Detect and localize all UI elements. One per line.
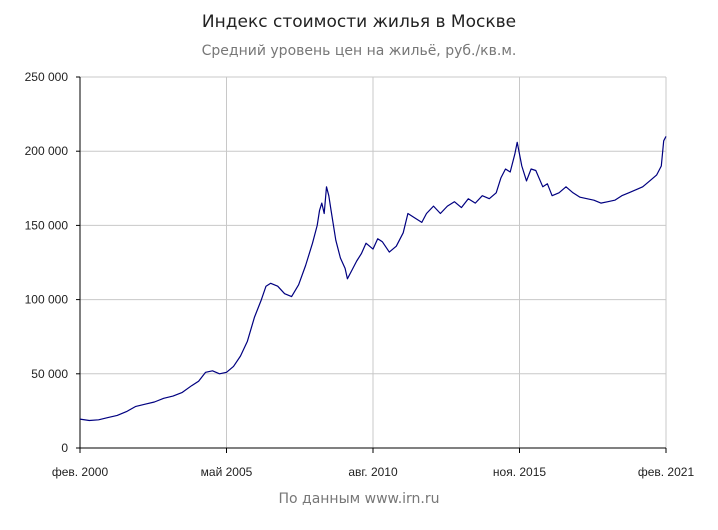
x-tick-labels: фев. 2000 май 2005 авг. 2010 ноя. 2015 фев. …	[52, 465, 695, 479]
source-note: По данным www.irn.ru	[278, 491, 440, 507]
x-tick-label: май 2005	[201, 465, 253, 479]
x-tick-label: ноя. 2015	[493, 465, 546, 479]
x-tick-label: фев. 2000	[52, 465, 109, 479]
chart-title: Индекс стоимости жилья в Москве	[201, 12, 517, 32]
axes	[76, 76, 667, 453]
y-tick-label: 150 000	[25, 218, 69, 232]
x-tick-label: авг. 2010	[348, 465, 398, 479]
y-tick-label: 50 000	[31, 367, 68, 381]
y-tick-labels: 0 50 000 100 000 150 000 200 000 250 000	[25, 70, 69, 455]
series-group	[79, 136, 667, 422]
series-line	[79, 136, 667, 422]
y-tick-label: 0	[61, 441, 68, 455]
y-tick-label: 100 000	[25, 293, 69, 307]
gridlines	[80, 76, 667, 448]
y-tick-label: 250 000	[25, 70, 69, 84]
y-tick-label: 200 000	[25, 144, 69, 158]
chart-subtitle: Средний уровень цен на жильё, руб./кв.м.	[201, 43, 517, 59]
x-tick-label: фев. 2021	[638, 465, 695, 479]
